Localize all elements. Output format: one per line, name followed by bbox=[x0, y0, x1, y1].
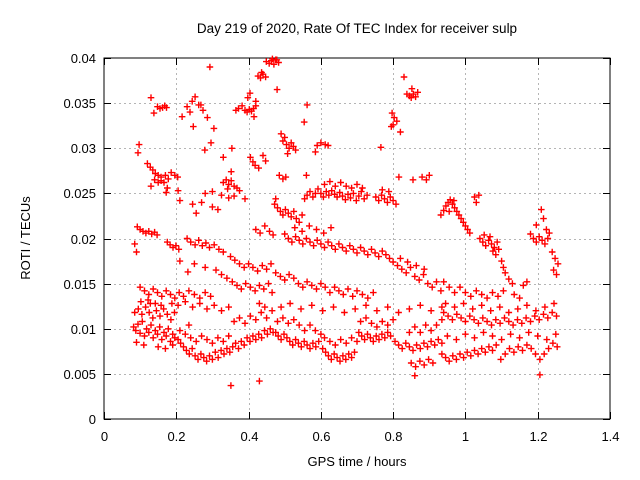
plot-border bbox=[103, 57, 611, 420]
x-tick-label: 1 bbox=[462, 429, 469, 444]
x-tick-label: 0.6 bbox=[312, 429, 330, 444]
x-tick-label: 0.8 bbox=[384, 429, 402, 444]
y-tick-label: 0.01 bbox=[71, 322, 96, 337]
y-axis-label: ROTI / TECUs bbox=[18, 196, 33, 280]
y-tick-label: 0 bbox=[89, 412, 96, 427]
y-tick-label: 0.02 bbox=[71, 232, 96, 247]
x-axis-label: GPS time / hours bbox=[308, 454, 407, 469]
x-tick-label: 0 bbox=[101, 429, 108, 444]
x-tick-label: 0.2 bbox=[167, 429, 185, 444]
y-tick-label: 0.03 bbox=[71, 141, 96, 156]
y-tick-label: 0.025 bbox=[63, 186, 96, 201]
y-tick-label: 0.005 bbox=[63, 367, 96, 382]
scatter-points bbox=[130, 55, 562, 389]
chart-title: Day 219 of 2020, Rate Of TEC Index for r… bbox=[197, 21, 517, 36]
x-tick-label: 1.4 bbox=[601, 429, 619, 444]
x-tick-label: 0.4 bbox=[240, 429, 258, 444]
x-tick-labels: 0 0.2 0.4 0.6 0.8 1 1.2 1.4 bbox=[101, 429, 620, 444]
y-tick-label: 0.035 bbox=[63, 96, 96, 111]
y-tick-labels: 0 0.005 0.01 0.015 0.02 0.025 0.03 0.035 0.04 bbox=[63, 51, 96, 427]
x-tick-label: 1.2 bbox=[529, 429, 547, 444]
y-tick-label: 0.04 bbox=[71, 51, 96, 66]
y-tick-label: 0.015 bbox=[63, 277, 96, 292]
series-ROTI bbox=[130, 55, 562, 389]
